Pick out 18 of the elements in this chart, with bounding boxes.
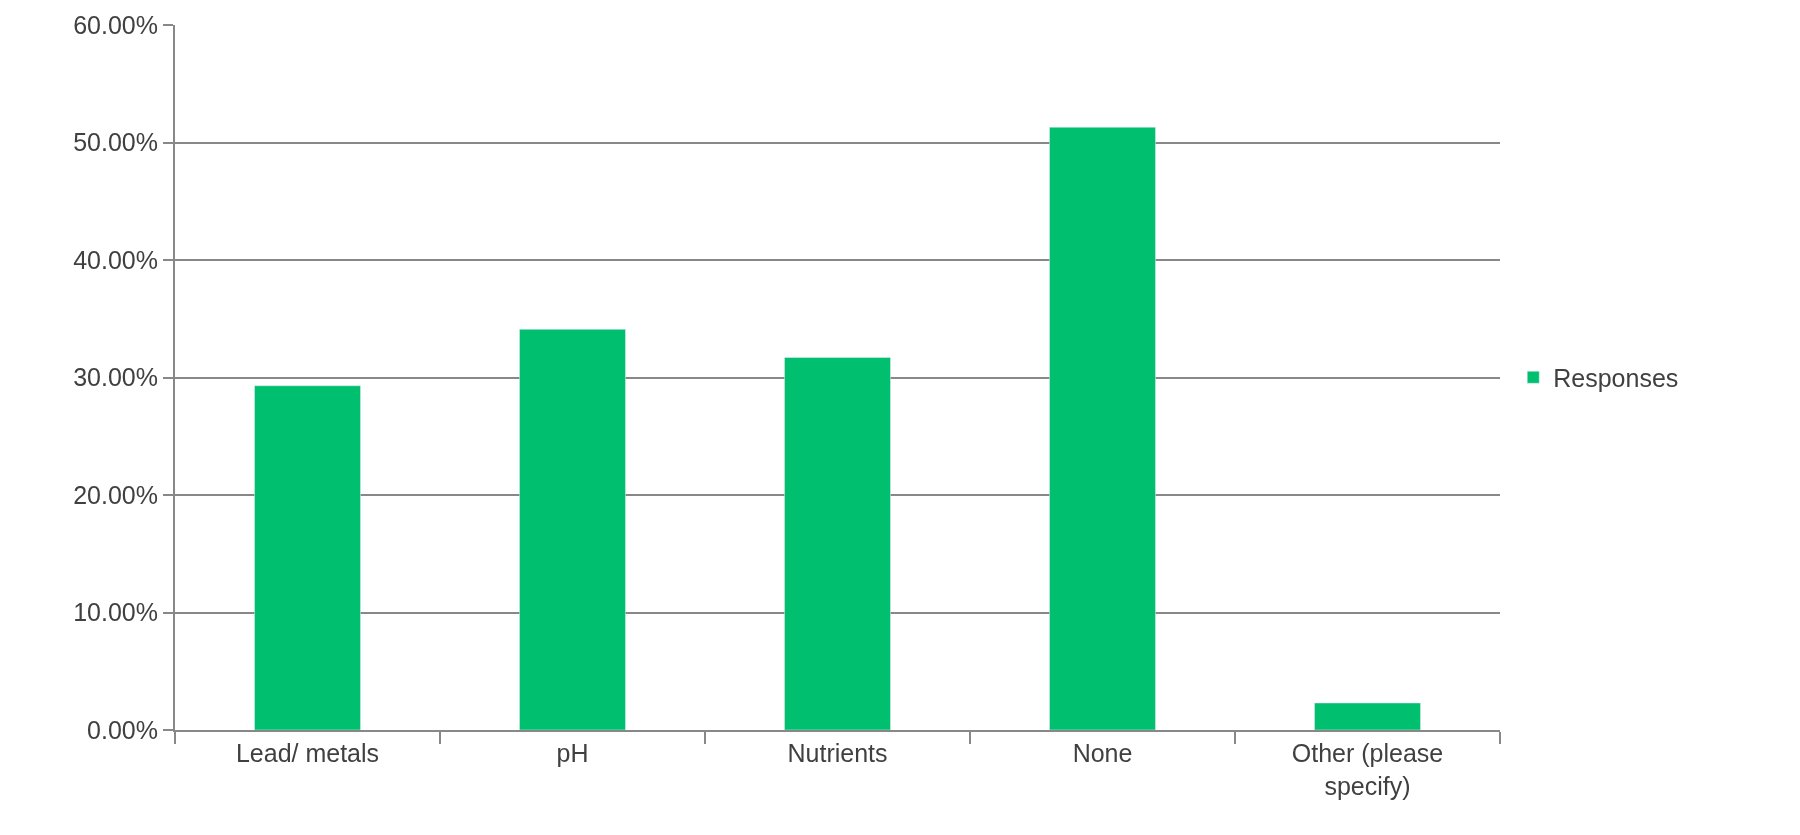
x-tick-label: Nutrients (787, 739, 888, 767)
legend-label: Responses (1553, 364, 1679, 392)
y-tick-label: 10.00% (73, 598, 158, 627)
bar (1314, 702, 1421, 730)
bar (1049, 126, 1156, 730)
bar (784, 357, 891, 730)
y-tick-label: 60.00% (73, 10, 158, 39)
x-tick-label: None (1072, 739, 1133, 767)
x-tick-label: Other (please specify) (1291, 739, 1444, 800)
y-tick-label: 30.00% (73, 363, 158, 392)
y-tick-label: 40.00% (73, 245, 158, 274)
x-tick-label: Lead/ metals (235, 739, 380, 767)
bar (519, 329, 626, 730)
y-tick-label: 0.00% (87, 715, 158, 744)
bar (254, 385, 361, 730)
x-tick-label: pH (556, 739, 589, 767)
y-tick-label: 50.00% (73, 128, 158, 157)
y-tick-label: 20.00% (73, 480, 158, 509)
